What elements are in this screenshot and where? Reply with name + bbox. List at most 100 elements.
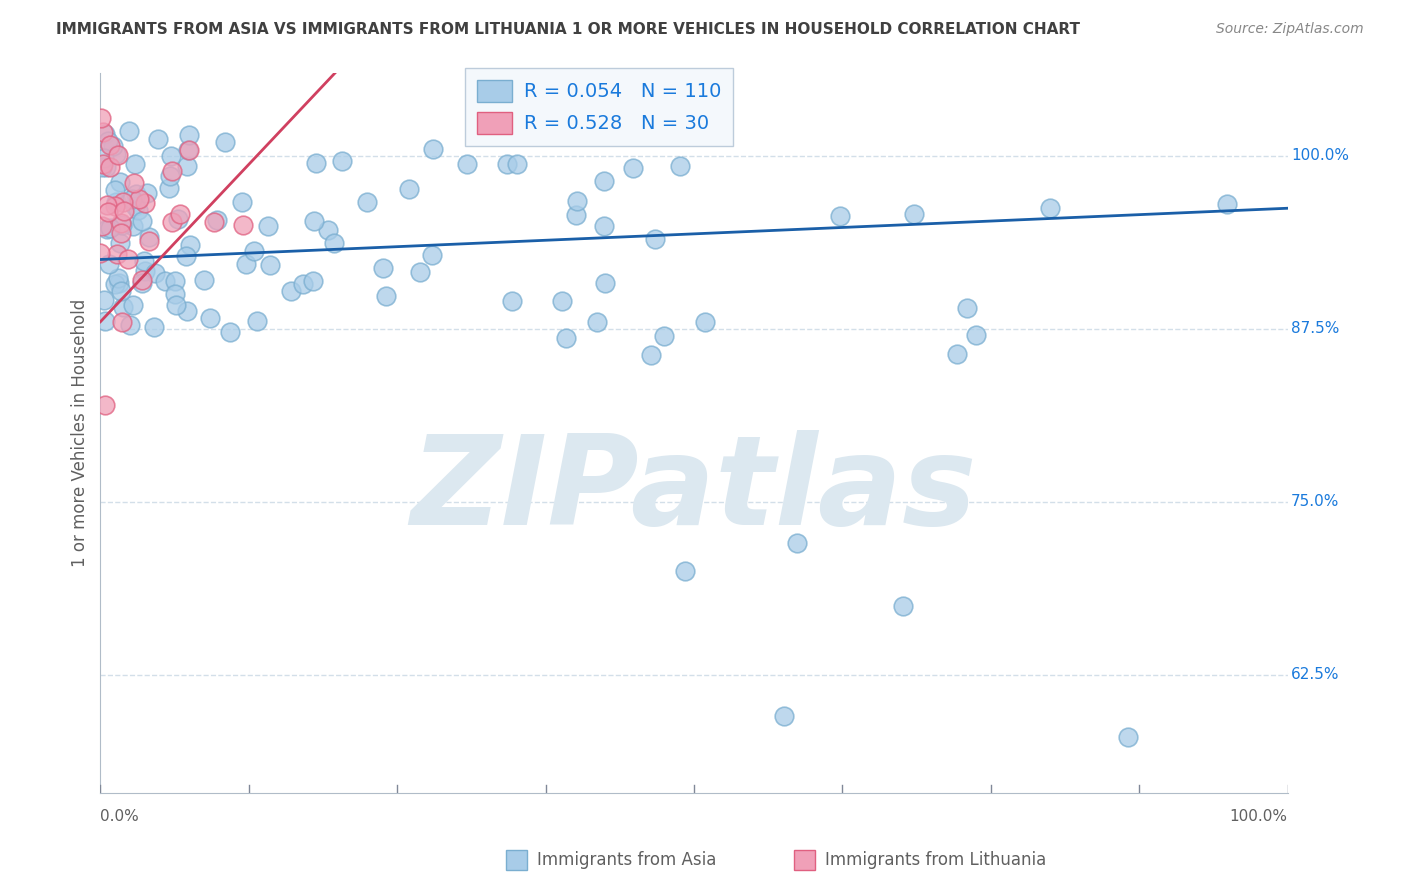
Point	[132, 254, 155, 268]
Point	[375, 289, 398, 303]
Point	[105, 146, 128, 161]
Point	[673, 564, 696, 578]
Point	[94, 127, 117, 141]
Text: Immigrants from Asia: Immigrants from Asia	[537, 851, 717, 869]
Point	[193, 273, 215, 287]
Point	[496, 157, 519, 171]
Point	[505, 157, 527, 171]
Point	[318, 223, 340, 237]
Point	[91, 219, 114, 233]
Point	[101, 139, 124, 153]
Point	[292, 277, 315, 291]
Point	[593, 277, 616, 291]
Point	[131, 277, 153, 291]
Point	[652, 329, 675, 343]
Point	[903, 207, 925, 221]
Point	[668, 159, 690, 173]
Point	[169, 207, 191, 221]
Point	[305, 156, 328, 170]
Point	[124, 157, 146, 171]
Point	[356, 194, 378, 209]
Text: 87.5%: 87.5%	[1291, 321, 1340, 336]
Point	[125, 186, 148, 201]
Point	[98, 220, 121, 235]
Point	[231, 194, 253, 209]
Point	[105, 194, 128, 209]
Point	[131, 213, 153, 227]
Point	[565, 194, 588, 208]
Point	[946, 347, 969, 361]
Point	[257, 219, 280, 233]
Point	[90, 112, 112, 126]
Point	[398, 182, 420, 196]
Point	[93, 293, 115, 307]
Point	[124, 199, 146, 213]
Point	[155, 274, 177, 288]
Point	[100, 160, 122, 174]
Text: ZIPatlas: ZIPatlas	[411, 430, 977, 550]
Point	[104, 277, 127, 292]
Point	[304, 214, 326, 228]
Point	[1039, 201, 1062, 215]
Point	[409, 264, 432, 278]
Point	[176, 303, 198, 318]
Point	[176, 143, 198, 157]
Point	[160, 164, 183, 178]
Point	[118, 124, 141, 138]
Point	[235, 257, 257, 271]
Point	[127, 203, 149, 218]
Point	[91, 125, 114, 139]
Point	[773, 709, 796, 723]
Point	[91, 160, 114, 174]
Point	[1216, 196, 1239, 211]
Point	[111, 315, 134, 329]
Point	[371, 261, 394, 276]
Point	[456, 156, 478, 170]
Point	[160, 149, 183, 163]
Point	[110, 216, 132, 230]
Point	[117, 252, 139, 266]
Point	[108, 276, 131, 290]
Point	[891, 599, 914, 613]
Point	[157, 180, 180, 194]
Point	[1116, 730, 1139, 744]
Text: 0.0%: 0.0%	[100, 809, 139, 824]
Legend: R = 0.054   N = 110, R = 0.528   N = 30: R = 0.054 N = 110, R = 0.528 N = 30	[465, 68, 733, 145]
Point	[323, 235, 346, 250]
Point	[202, 215, 225, 229]
Point	[98, 257, 121, 271]
Point	[593, 174, 616, 188]
Point	[111, 300, 134, 314]
Point	[165, 274, 187, 288]
Point	[128, 192, 150, 206]
Point	[121, 192, 143, 206]
Point	[94, 161, 117, 175]
Point	[122, 219, 145, 234]
Point	[219, 325, 242, 339]
Point	[120, 318, 142, 333]
Point	[134, 196, 156, 211]
Point	[112, 204, 135, 219]
Point	[259, 258, 281, 272]
Point	[246, 314, 269, 328]
Point	[551, 294, 574, 309]
Point	[198, 311, 221, 326]
Point	[176, 160, 198, 174]
Point	[122, 298, 145, 312]
Point	[214, 135, 236, 149]
Point	[280, 285, 302, 299]
Point	[232, 218, 254, 232]
Point	[786, 536, 808, 550]
Point	[89, 245, 111, 260]
Point	[96, 222, 118, 236]
Point	[422, 142, 444, 156]
Point	[93, 151, 115, 165]
Point	[163, 286, 186, 301]
Text: IMMIGRANTS FROM ASIA VS IMMIGRANTS FROM LITHUANIA 1 OR MORE VEHICLES IN HOUSEHOL: IMMIGRANTS FROM ASIA VS IMMIGRANTS FROM …	[56, 22, 1080, 37]
Point	[107, 247, 129, 261]
Text: 100.0%: 100.0%	[1291, 148, 1350, 163]
Point	[104, 183, 127, 197]
Point	[301, 275, 323, 289]
Point	[565, 208, 588, 222]
Point	[207, 213, 229, 227]
